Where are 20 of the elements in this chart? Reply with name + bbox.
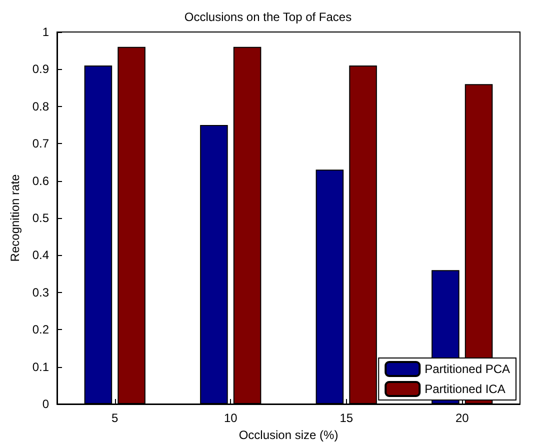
legend-label: Partitioned PCA: [424, 362, 510, 376]
y-tick-label: 0.4: [32, 248, 50, 262]
y-tick-label: 0.3: [32, 285, 50, 300]
y-axis-title: Recognition rate: [8, 174, 22, 262]
y-tick-label: 0: [42, 397, 50, 411]
y-tick-label: 0.7: [32, 136, 50, 151]
x-tick-label: 20: [455, 411, 470, 425]
y-tick-label: 0.5: [32, 211, 50, 225]
y-tick-label: 0.9: [32, 62, 50, 76]
x-tick-label: 10: [224, 411, 238, 425]
x-tick-label: 5: [112, 411, 119, 425]
y-tick-label: 0.6: [32, 174, 50, 188]
y-tick-label: 0.1: [32, 360, 50, 374]
legend-label: Partitioned ICA: [424, 382, 506, 396]
y-tick-label: 0.2: [32, 322, 50, 337]
chart-title: Occlusions on the Top of Faces: [184, 10, 352, 24]
x-tick-label: 15: [340, 411, 354, 425]
y-tick-label: 0.8: [32, 99, 50, 114]
y-tick-label: 1: [42, 25, 50, 39]
x-axis-title: Occlusion size (%): [238, 428, 338, 442]
